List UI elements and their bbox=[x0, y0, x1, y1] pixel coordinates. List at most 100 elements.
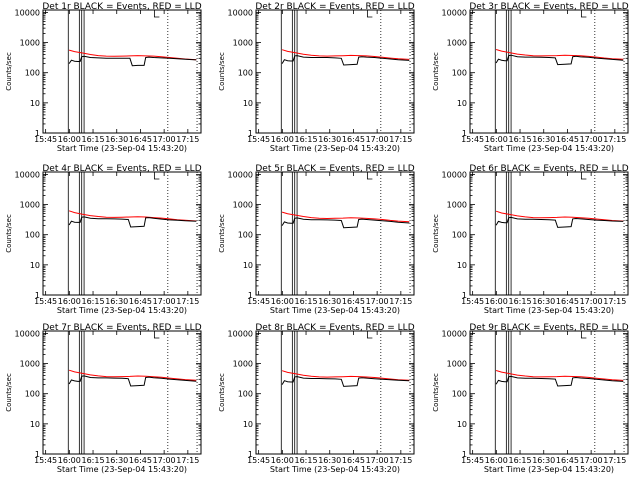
y-tick-label: 100 bbox=[25, 231, 40, 240]
y-axis-label: Counts/sec bbox=[432, 214, 440, 253]
panel-title: Det 1r BLACK = Events, RED = LLD bbox=[42, 2, 201, 12]
y-tick-label: 10000 bbox=[15, 170, 40, 179]
plot-frame bbox=[42, 9, 202, 134]
x-tick-label: 16:45 bbox=[556, 135, 579, 144]
y-tick-label: 10000 bbox=[228, 170, 253, 179]
y-tick-label: 100 bbox=[25, 390, 40, 399]
x-tick-label: 16:30 bbox=[532, 297, 555, 306]
y-tick-label: 1000 bbox=[233, 201, 253, 210]
bracket-marker bbox=[366, 10, 373, 18]
x-tick-label: 15:45 bbox=[461, 135, 484, 144]
x-tick-label: 17:00 bbox=[153, 297, 176, 306]
y-axis-label: Counts/sec bbox=[5, 373, 13, 412]
x-tick-label: 16:15 bbox=[295, 297, 318, 306]
x-tick-label: 17:15 bbox=[176, 135, 199, 144]
x-tick-label: 17:00 bbox=[366, 456, 389, 465]
x-tick-label: 16:30 bbox=[318, 297, 341, 306]
lld-series-line bbox=[495, 370, 624, 381]
x-tick-label: 16:15 bbox=[509, 456, 532, 465]
y-tick-label: 1000 bbox=[233, 360, 253, 369]
y-tick-label: 10000 bbox=[228, 8, 253, 17]
detector-panel-8: Det 8r BLACK = Events, RED = LLD 1 10 100 10… bbox=[218, 323, 415, 474]
x-tick-label: 17:15 bbox=[176, 297, 199, 306]
detector-panel-5: Det 5r BLACK = Events, RED = LLD 1 10 100 10… bbox=[218, 164, 415, 315]
detector-panel-4: Det 4r BLACK = Events, RED = LLD 1 10 100 10… bbox=[5, 164, 202, 315]
lld-series-line bbox=[281, 49, 410, 60]
x-tick-label: 15:45 bbox=[461, 456, 484, 465]
x-tick-label: 17:15 bbox=[389, 135, 412, 144]
x-tick-label: 15:45 bbox=[34, 456, 57, 465]
bracket-marker bbox=[366, 331, 373, 339]
y-tick-label: 10 bbox=[30, 261, 40, 270]
y-axis-label: Counts/sec bbox=[432, 52, 440, 91]
lld-series-line bbox=[68, 49, 197, 61]
events-series-line bbox=[68, 375, 197, 387]
events-series-line bbox=[68, 216, 197, 228]
events-series-line bbox=[495, 375, 624, 387]
bracket-marker bbox=[153, 172, 160, 180]
x-tick-label: 16:45 bbox=[129, 456, 152, 465]
x-axis-label: Start Time (23-Sep-04 15:43:20) bbox=[270, 306, 400, 315]
detector-panel-9: Det 9r BLACK = Events, RED = LLD 1 10 100 10… bbox=[432, 323, 629, 474]
x-axis-label: Start Time (23-Sep-04 15:43:20) bbox=[270, 144, 400, 153]
plot-frame bbox=[42, 171, 202, 296]
plot-frame bbox=[255, 9, 415, 134]
events-series-line bbox=[281, 55, 410, 66]
y-tick-label: 1 bbox=[35, 291, 40, 300]
x-axis-label: Start Time (23-Sep-04 15:43:20) bbox=[57, 306, 187, 315]
x-tick-label: 17:00 bbox=[153, 135, 176, 144]
x-tick-label: 16:15 bbox=[82, 456, 105, 465]
y-axis-label: Counts/sec bbox=[218, 373, 226, 412]
events-series-line bbox=[495, 216, 624, 228]
x-tick-label: 17:00 bbox=[580, 135, 603, 144]
detector-panel-7: Det 7r BLACK = Events, RED = LLD 1 10 100 10… bbox=[5, 323, 202, 474]
plot-frame bbox=[255, 330, 415, 455]
detector-panel-6: Det 6r BLACK = Events, RED = LLD 1 10 100 10… bbox=[432, 164, 629, 315]
x-tick-label: 17:00 bbox=[153, 456, 176, 465]
events-series-line bbox=[281, 376, 410, 387]
y-tick-label: 10000 bbox=[15, 8, 40, 17]
x-tick-label: 16:45 bbox=[342, 297, 365, 306]
y-tick-label: 10 bbox=[243, 420, 253, 429]
x-tick-label: 17:15 bbox=[603, 297, 626, 306]
y-tick-label: 1 bbox=[248, 129, 253, 138]
y-tick-label: 1000 bbox=[233, 39, 253, 48]
y-tick-label: 100 bbox=[238, 390, 253, 399]
y-tick-label: 1000 bbox=[447, 201, 467, 210]
y-tick-label: 100 bbox=[452, 69, 467, 78]
panel-title: Det 8r BLACK = Events, RED = LLD bbox=[255, 323, 414, 333]
x-tick-label: 15:45 bbox=[34, 297, 57, 306]
x-tick-label: 16:15 bbox=[509, 297, 532, 306]
lld-series-line bbox=[68, 369, 197, 381]
x-axis-label: Start Time (23-Sep-04 15:43:20) bbox=[484, 465, 614, 474]
x-tick-label: 16:00 bbox=[271, 135, 294, 144]
x-axis-label: Start Time (23-Sep-04 15:43:20) bbox=[57, 144, 187, 153]
x-axis-label: Start Time (23-Sep-04 15:43:20) bbox=[484, 306, 614, 315]
bracket-marker bbox=[580, 331, 587, 339]
lld-series-line bbox=[281, 370, 410, 381]
x-tick-label: 16:45 bbox=[129, 297, 152, 306]
bracket-marker bbox=[580, 10, 587, 18]
x-tick-label: 16:15 bbox=[82, 297, 105, 306]
y-axis-label: Counts/sec bbox=[5, 214, 13, 253]
detector-panel-1: Det 1r BLACK = Events, RED = LLD 1 10 100 10… bbox=[5, 2, 202, 153]
y-tick-label: 10 bbox=[243, 261, 253, 270]
y-tick-label: 1000 bbox=[20, 201, 40, 210]
x-tick-label: 16:30 bbox=[105, 135, 128, 144]
y-axis-label: Counts/sec bbox=[5, 52, 13, 91]
x-tick-label: 17:15 bbox=[176, 456, 199, 465]
x-tick-label: 16:00 bbox=[485, 456, 508, 465]
y-tick-label: 10 bbox=[30, 99, 40, 108]
x-tick-label: 16:00 bbox=[485, 297, 508, 306]
y-tick-label: 1 bbox=[462, 450, 467, 459]
x-axis-label: Start Time (23-Sep-04 15:43:20) bbox=[57, 465, 187, 474]
x-tick-label: 16:00 bbox=[58, 297, 81, 306]
panel-title: Det 9r BLACK = Events, RED = LLD bbox=[469, 323, 628, 333]
y-tick-label: 1 bbox=[35, 129, 40, 138]
panel-title: Det 7r BLACK = Events, RED = LLD bbox=[42, 323, 201, 333]
x-tick-label: 15:45 bbox=[247, 456, 270, 465]
panel-title: Det 3r BLACK = Events, RED = LLD bbox=[469, 2, 628, 12]
plot-frame bbox=[469, 9, 629, 134]
lld-series-line bbox=[281, 211, 410, 223]
